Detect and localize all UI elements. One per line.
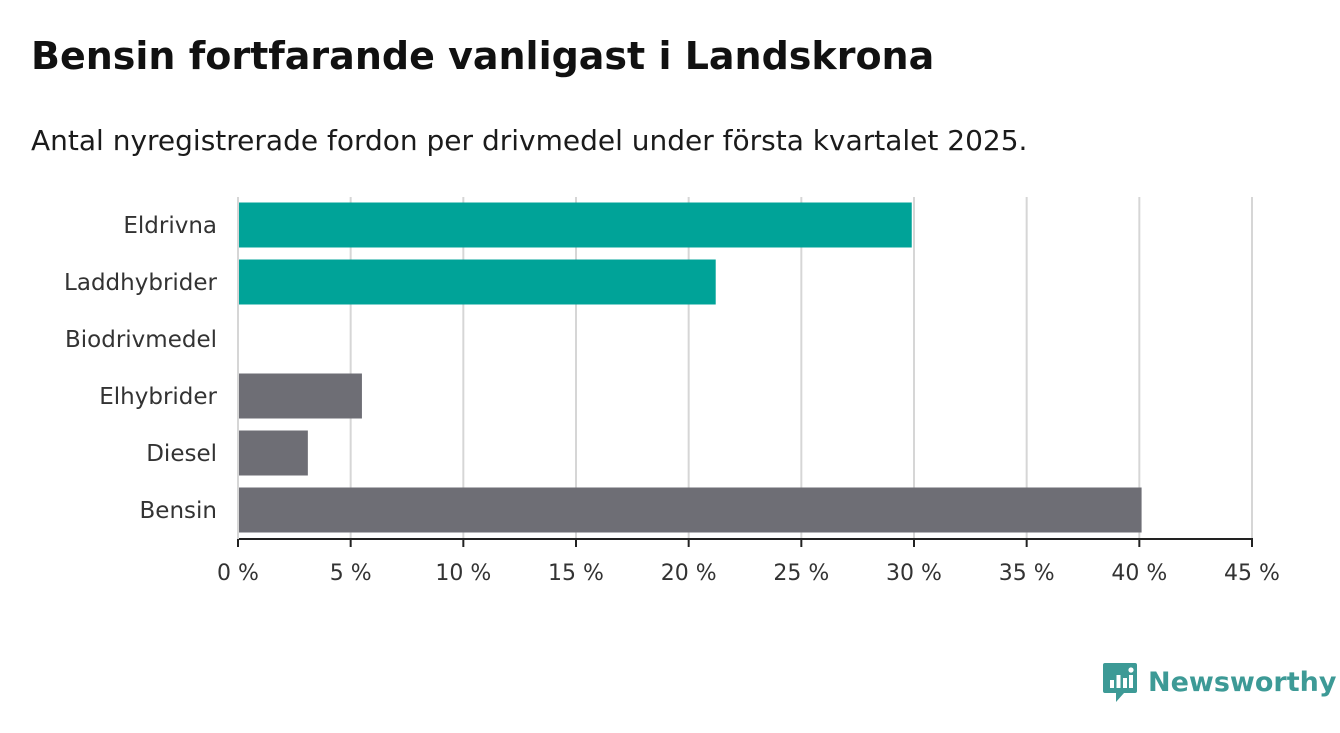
bar-chart: Eldrivna Laddhybrider Biodrivmedel Elhybrid… [64,197,1280,586]
category-label: Eldrivna [123,213,217,239]
x-tick-label: 10 % [435,561,491,586]
bar [238,487,1142,533]
bar [238,373,362,419]
x-tick-label: 15 % [548,561,604,586]
x-tick-label: 0 % [217,561,259,586]
chart-subtitle: Antal nyregistrerade fordon per drivmede… [31,124,1028,157]
x-tick-label: 40 % [1111,561,1167,586]
category-label: Elhybrider [99,384,217,410]
chart-title: Bensin fortfarande vanligast i Landskron… [31,34,935,78]
x-tick-label: 45 % [1224,561,1280,586]
x-tick-label: 35 % [999,561,1055,586]
x-tick-label: 25 % [773,561,829,586]
category-labels: Eldrivna Laddhybrider Biodrivmedel Elhybrid… [64,213,217,524]
bar [238,202,912,248]
x-axis: 0 % 5 % 10 % 15 % 20 % 25 % 30 % 35 % 40 % 45 % [217,197,1280,586]
newsworthy-logo-icon [1103,663,1137,702]
bars [238,202,1142,533]
x-tick-label: 5 % [330,561,372,586]
category-label: Laddhybrider [64,270,217,296]
x-tick-label: 30 % [886,561,942,586]
gridlines [349,197,1253,539]
brand-name: Newsworthy [1148,666,1337,698]
x-tick-label: 20 % [661,561,717,586]
bar [238,430,308,476]
brand: Newsworthy [1102,660,1336,704]
category-label: Biodrivmedel [65,327,217,353]
category-label: Diesel [146,441,217,467]
bar [238,259,716,305]
category-label: Bensin [140,498,217,524]
